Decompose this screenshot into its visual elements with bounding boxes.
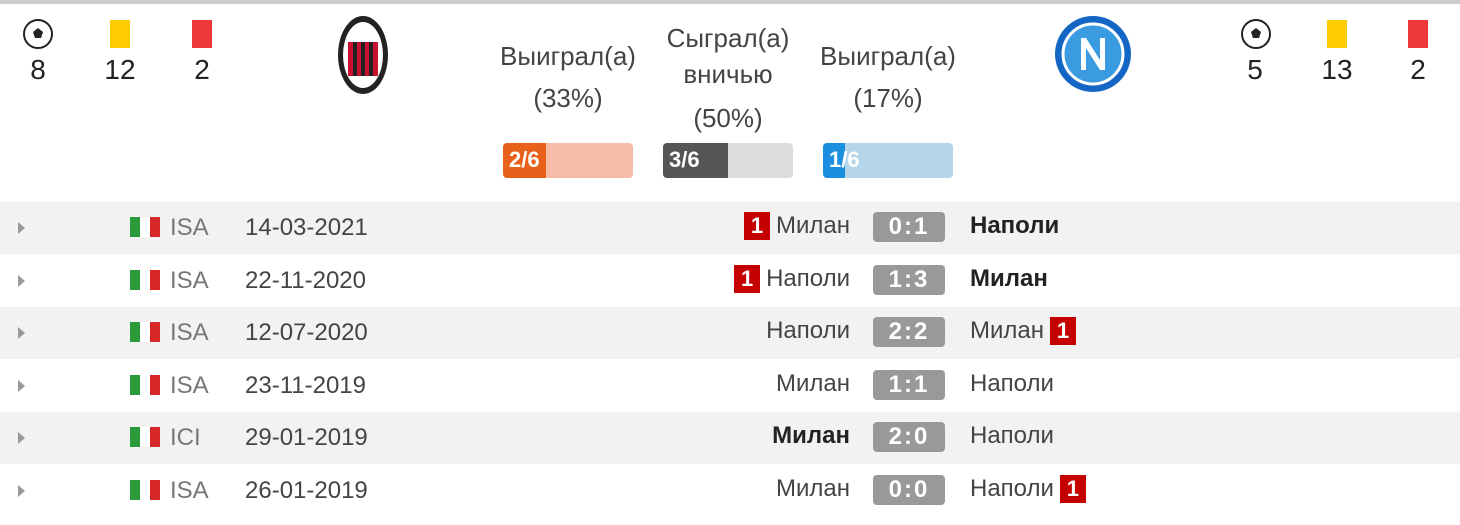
- flag-italy: [130, 269, 160, 290]
- expand-arrow[interactable]: [18, 222, 25, 234]
- away-red: 2: [1410, 54, 1426, 85]
- flag-italy: [130, 374, 160, 395]
- expand-arrow[interactable]: [18, 484, 25, 497]
- score: 0:1: [873, 212, 945, 242]
- home-logo: [338, 16, 388, 94]
- summary-title: Сыграл(а) вничью: [666, 23, 790, 89]
- match-row: ISA 12-07-2020 Наполи 2:2 Милан 1: [0, 307, 1460, 359]
- league: ISA: [170, 319, 209, 346]
- summary-count: 2/6: [509, 147, 540, 172]
- goal-icon: [1241, 19, 1271, 49]
- expand-arrow[interactable]: [18, 274, 25, 287]
- match-date: 26-01-2019: [245, 476, 368, 504]
- match-date: 29-01-2019: [245, 424, 368, 451]
- away-team: Наполи 1: [970, 474, 1086, 503]
- match-date: 22-11-2020: [245, 266, 366, 294]
- league: ICI: [170, 424, 201, 451]
- match-date: 14-03-2021: [245, 214, 368, 241]
- red-card-badge: 1: [734, 264, 761, 293]
- summary-count: 3/6: [669, 147, 700, 172]
- summary-title: Выиграл(а): [820, 41, 956, 71]
- home-name: Милан: [775, 369, 850, 397]
- top-border: [0, 0, 1460, 4]
- summary-share: (50%): [693, 103, 763, 133]
- red-card-badge: 1: [1050, 317, 1077, 345]
- away-name: Милан: [970, 317, 1045, 344]
- away-team: Милан: [970, 265, 1048, 293]
- home-name: Милан: [775, 212, 850, 239]
- red-card-badge: 1: [743, 212, 770, 240]
- home-name: Наполи: [766, 264, 850, 292]
- yellow-card-icon: [1327, 20, 1347, 48]
- summary-share: (33%): [533, 83, 603, 113]
- flag-italy: [130, 427, 160, 447]
- score: 1:1: [873, 369, 945, 400]
- expand-arrow[interactable]: [18, 432, 25, 444]
- away-team: Наполи: [970, 212, 1059, 240]
- match-row: ISA 23-11-2019 Милан 1:1 Наполи: [0, 359, 1460, 412]
- home-team: Милан: [776, 475, 850, 503]
- league: ISA: [170, 214, 209, 241]
- summary-bar-fill: [663, 143, 728, 178]
- match-row: ISA 14-03-2021 1 Милан 0:1 Наполи: [0, 202, 1460, 254]
- home-team: 1 Милан: [743, 212, 850, 240]
- summary-count: 1/6: [829, 147, 860, 172]
- match-date: 12-07-2020: [245, 319, 368, 346]
- league: ISA: [170, 266, 209, 294]
- red-card-badge: 1: [1059, 474, 1086, 503]
- flag-italy: [130, 217, 160, 237]
- summary-bar: 2/6: [503, 143, 633, 178]
- red-card-icon: [192, 20, 212, 48]
- away-name: Наполи: [970, 369, 1054, 397]
- summary-title: Выиграл(а): [500, 41, 636, 71]
- match-row: ISA 26-01-2019 Милан 0:0 Наполи 1: [0, 464, 1460, 517]
- home-name: Наполи: [766, 317, 850, 344]
- away-team: Наполи: [970, 422, 1054, 450]
- match-date: 23-11-2019: [245, 371, 366, 399]
- expand-arrow[interactable]: [18, 379, 25, 392]
- league: ISA: [170, 476, 209, 504]
- home-team: 1 Наполи: [734, 264, 850, 293]
- match-row: ISA 22-11-2020 1 Наполи 1:3 Милан: [0, 254, 1460, 307]
- away-name: Наполи: [970, 212, 1060, 239]
- score: 2:2: [873, 317, 945, 347]
- league: ISA: [170, 371, 209, 399]
- home-name: Милан: [772, 422, 850, 449]
- home-red: 2: [194, 54, 210, 85]
- away-logo: [1055, 16, 1131, 92]
- home-goals: 8: [30, 54, 46, 85]
- away-name: Наполи: [970, 422, 1054, 449]
- flag-italy: [130, 322, 160, 342]
- summary-bar: 3/6: [663, 143, 793, 178]
- away-team: Милан 1: [970, 317, 1077, 345]
- flag-italy: [130, 479, 160, 500]
- home-team: Милан: [772, 422, 850, 450]
- home-name: Милан: [775, 474, 850, 502]
- summary-share: (17%): [853, 83, 923, 113]
- home-team: Милан: [776, 370, 850, 398]
- expand-arrow[interactable]: [18, 327, 25, 339]
- score: 0:0: [873, 474, 945, 505]
- red-card-icon: [1408, 20, 1428, 48]
- score: 1:3: [873, 264, 945, 295]
- away-team: Наполи: [970, 370, 1054, 398]
- summary-bar-fill: [503, 143, 546, 178]
- away-goals: 5: [1247, 54, 1263, 85]
- summary-bar: 1/6: [823, 143, 953, 178]
- goal-icon: [23, 19, 53, 49]
- away-yellow: 13: [1321, 54, 1353, 85]
- score: 2:0: [873, 422, 945, 452]
- yellow-card-icon: [110, 20, 130, 48]
- home-team: Наполи: [766, 317, 850, 345]
- away-name: Наполи: [970, 474, 1054, 502]
- match-row: ICI 29-01-2019 Милан 2:0 Наполи: [0, 412, 1460, 464]
- away-name: Милан: [970, 264, 1048, 292]
- summary-bar-fill: [823, 143, 846, 178]
- home-yellow: 12: [104, 54, 136, 85]
